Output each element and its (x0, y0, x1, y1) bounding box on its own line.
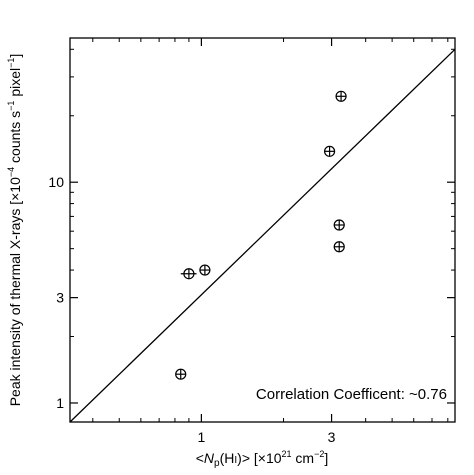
data-point (333, 241, 345, 253)
axis-ticks (70, 38, 455, 422)
regression-line (69, 48, 456, 423)
axis-tick-labels: 1 3 1 3 10 (48, 174, 335, 445)
y-axis-label: Peak intensity of thermal X-rays [×10−4 … (6, 54, 23, 407)
y-tick-label: 3 (56, 290, 64, 306)
y-tick-label: 10 (48, 174, 64, 190)
data-point (333, 219, 345, 231)
x-axis-label: <Np(HI)> [×1021 cm−2] (196, 449, 329, 469)
data-point (175, 368, 187, 380)
plot-frame (69, 37, 456, 423)
y-tick-label: 1 (56, 395, 64, 411)
correlation-annotation: Correlation Coefficent: ~0.76 (256, 386, 447, 403)
data-points (175, 90, 347, 380)
data-point (199, 264, 211, 276)
x-tick-label: 1 (197, 429, 205, 445)
x-tick-label: 3 (328, 429, 336, 445)
data-point (323, 145, 336, 157)
data-point (335, 90, 347, 102)
data-point (180, 268, 197, 280)
